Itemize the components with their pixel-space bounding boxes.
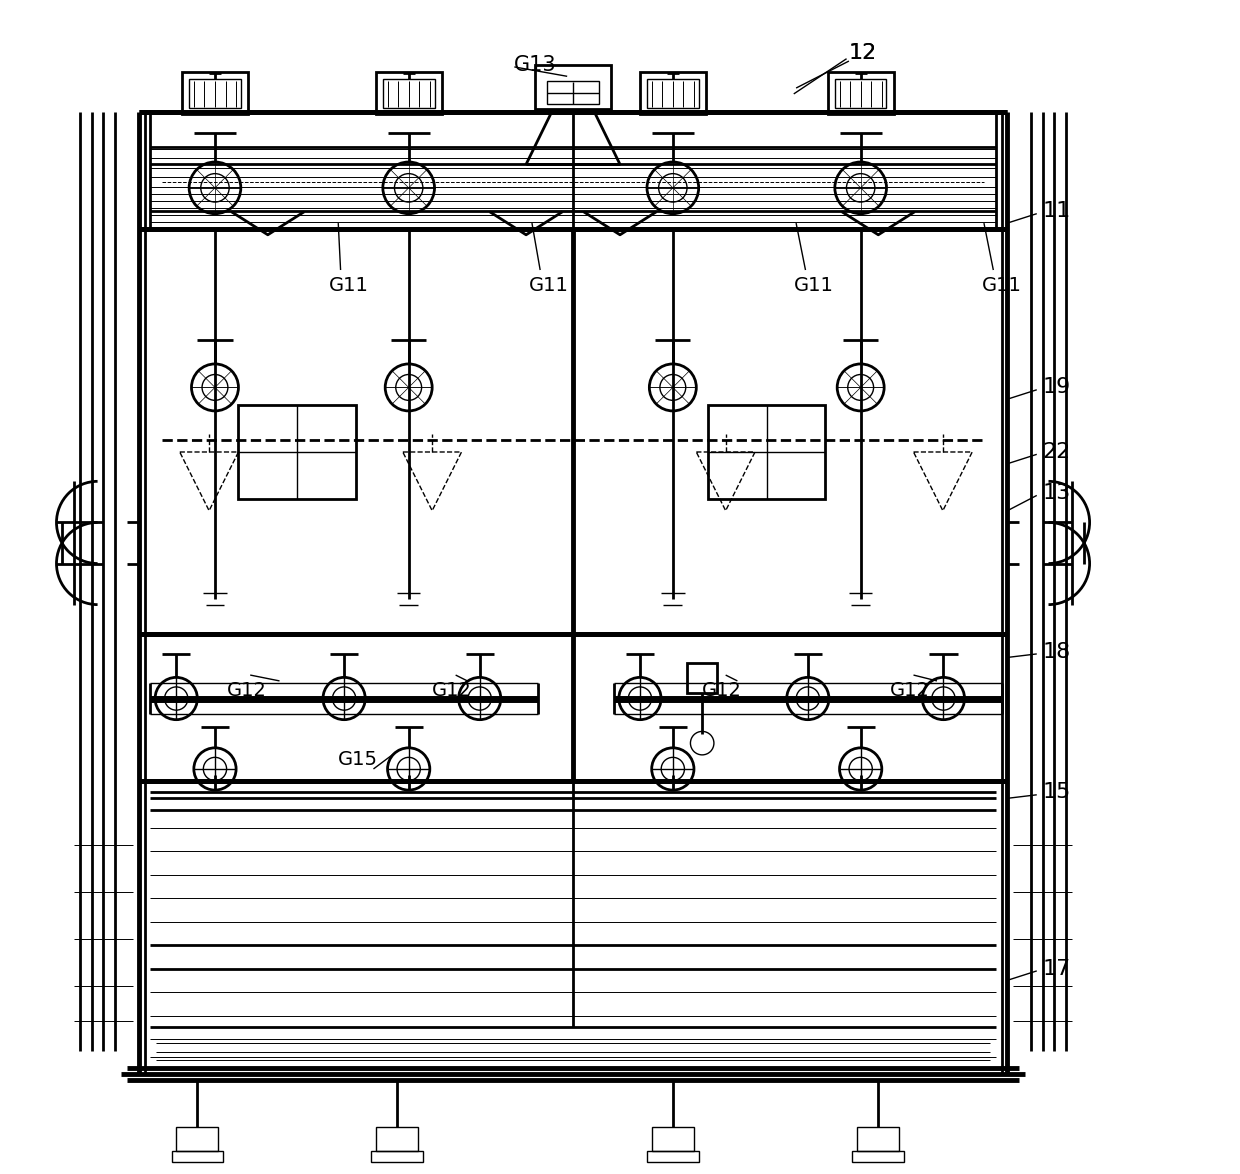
Text: G11: G11 <box>794 276 833 295</box>
Text: 22: 22 <box>1043 441 1071 463</box>
Bar <box>371 1151 423 1162</box>
Bar <box>171 1151 223 1162</box>
Text: G11: G11 <box>329 276 368 295</box>
Text: G11: G11 <box>528 276 568 295</box>
Bar <box>828 72 894 114</box>
Bar <box>852 1151 904 1162</box>
Text: 15: 15 <box>1043 782 1071 803</box>
Text: 12: 12 <box>849 42 877 63</box>
Bar <box>835 79 887 108</box>
Bar <box>376 1127 418 1151</box>
Bar <box>640 72 706 114</box>
Bar <box>708 405 826 499</box>
Bar <box>857 1127 899 1151</box>
Text: G13: G13 <box>515 54 557 75</box>
Bar <box>376 72 441 114</box>
Text: G12: G12 <box>702 681 742 700</box>
Bar <box>652 1127 694 1151</box>
Text: G11: G11 <box>982 276 1022 295</box>
Text: 12: 12 <box>849 42 877 63</box>
Bar <box>176 1127 218 1151</box>
Text: G12: G12 <box>433 681 472 700</box>
Bar <box>383 79 434 108</box>
Bar <box>182 72 248 114</box>
Text: 13: 13 <box>1043 483 1071 504</box>
Text: 18: 18 <box>1043 641 1071 662</box>
Bar <box>687 663 718 693</box>
Bar <box>238 405 356 499</box>
Text: 11: 11 <box>1043 201 1071 222</box>
Bar <box>536 65 610 109</box>
Bar <box>647 79 698 108</box>
Text: G12: G12 <box>890 681 930 700</box>
Bar <box>547 81 599 104</box>
Text: G12: G12 <box>227 681 267 700</box>
Bar <box>190 79 241 108</box>
Text: G15: G15 <box>339 750 378 769</box>
Bar <box>647 1151 698 1162</box>
Text: 17: 17 <box>1043 958 1071 979</box>
Text: 19: 19 <box>1043 377 1071 398</box>
